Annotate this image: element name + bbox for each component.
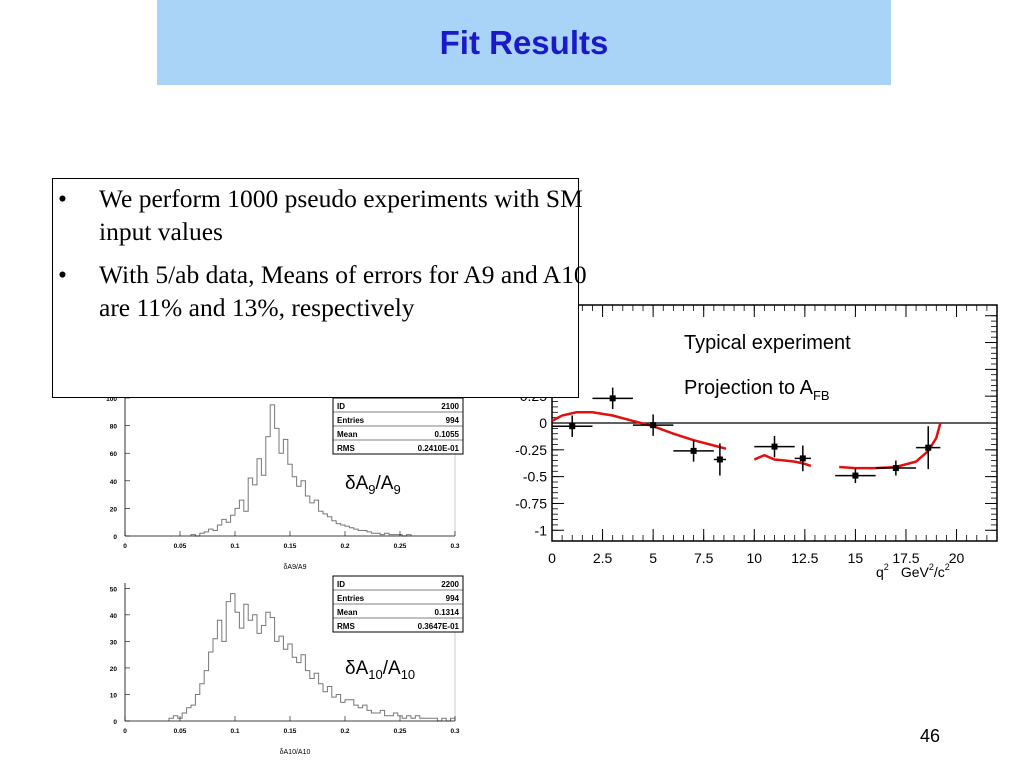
histogram-x-tick-label: 0.2: [340, 728, 349, 735]
histogram-y-tick-label: 0: [113, 719, 117, 726]
afb-x-tick-label: 0: [548, 550, 556, 566]
bullet-dot: •: [58, 184, 67, 213]
stats-entries-label: Entries: [337, 416, 365, 425]
afb-data-point: [673, 440, 714, 462]
histogram-y-tick-label: 20: [110, 666, 118, 673]
histogram-x-tick-label: 0.25: [394, 543, 407, 550]
stats-rms-label: RMS: [337, 622, 355, 631]
afb-plot: 10.750.50.250-0.25-0.5-0.75-102.557.5101…: [502, 304, 998, 580]
afb-label-typical: Typical experiment: [684, 332, 851, 354]
afb-data-point: [794, 445, 811, 472]
title-bar: Fit Results: [157, 0, 891, 85]
stats-rms-value: 0.2410E-01: [418, 444, 460, 453]
bullet-text: We perform 1000 pseudo experiments with …: [99, 184, 583, 246]
histogram-a9-caption: δA9/A9: [345, 473, 401, 497]
afb-data-point: [592, 387, 633, 410]
afb-y-tick-label: -0.25: [515, 442, 547, 458]
bullet-item: • With 5/ab data, Means of errors for A9 …: [52, 258, 592, 324]
afb-label-projection: Projection to AFB: [684, 377, 830, 403]
histogram-x-tick-label: 0.2: [340, 543, 349, 550]
afb-x-tick-label: 12.5: [791, 550, 818, 566]
stats-mean-label: Mean: [337, 608, 358, 617]
histogram-x-tick-label: 0.3: [450, 728, 459, 735]
stats-id-label: ID: [337, 402, 345, 411]
histogram-a10: 0 10 20 30 40 50 0 0.05 0.1 0.15 0.2 0.25 0.3 ID 220…: [110, 575, 464, 756]
bullet-box: [52, 178, 579, 398]
afb-fit-curve: [753, 453, 812, 468]
afb-data-point: [754, 435, 795, 458]
afb-x-tick-label: 20: [949, 550, 965, 566]
histogram-x-tick-label: 0.15: [284, 543, 297, 550]
histogram-y-tick-label: 20: [110, 506, 118, 513]
histogram-a9: 0 20 40 60 80 100 0 0.05 0.1 0.15 0.2 0.25 0.3 ID 21…: [106, 396, 464, 571]
histogram-x-tick-label: 0: [123, 728, 127, 735]
histogram-y-tick-label: 100: [106, 396, 117, 403]
afb-x-tick-label: 15: [848, 550, 864, 566]
afb-y-tick-label: -0.75: [515, 495, 547, 511]
stats-id-value: 2100: [441, 402, 459, 411]
afb-data-point: [713, 443, 726, 476]
stats-rms-label: RMS: [337, 444, 355, 453]
stats-entries-value: 994: [446, 416, 460, 425]
stats-box-a10: ID 2200 Entries 994 Mean 0.1314 RMS 0.36…: [332, 575, 464, 633]
afb-x-tick-label: 2.5: [593, 550, 613, 566]
histogram-x-tick-label: 0.15: [284, 728, 297, 735]
histogram-y-tick-label: 0: [113, 534, 117, 541]
histogram-a10-bars: [168, 593, 456, 722]
histogram-y-tick-label: 80: [110, 424, 118, 431]
afb-x-tick-label: 17.5: [892, 550, 919, 566]
stats-entries-label: Entries: [337, 594, 365, 603]
bullet-list: • We perform 1000 pseudo experiments with…: [52, 182, 592, 334]
afb-y-tick-label: -0.5: [523, 469, 547, 485]
afb-data-point: [632, 414, 674, 436]
stats-mean-label: Mean: [337, 430, 358, 439]
histogram-y-tick-label: 60: [110, 451, 118, 458]
afb-y-tick-label: -1: [535, 522, 548, 538]
bullet-text: With 5/ab data, Means of errors for A9 a…: [99, 260, 587, 322]
histogram-x-tick-label: 0.25: [394, 728, 407, 735]
histogram-x-tick-label: 0.05: [174, 728, 187, 735]
slide-title: Fit Results: [439, 23, 609, 61]
stats-rms-value: 0.3647E-01: [418, 622, 460, 631]
stats-id-label: ID: [337, 580, 345, 589]
bullet-dot: •: [58, 260, 67, 289]
histogram-y-tick-label: 10: [110, 692, 118, 699]
histogram-a10-caption: δA10/A10: [345, 658, 415, 682]
histogram-y-tick-label: 50: [110, 586, 118, 593]
page-number: 46: [920, 726, 941, 746]
histogram-a10-xlabel: δA10/A10: [280, 749, 311, 756]
stats-box-a9: ID 2100 Entries 994 Mean 0.1055 RMS 0.24…: [332, 397, 464, 455]
afb-x-tick-label: 5: [649, 550, 657, 566]
afb-fit-curve: [839, 422, 942, 470]
histogram-x-tick-label: 0: [123, 543, 127, 550]
afb-data-point: [552, 415, 593, 437]
histogram-a9-bars: [190, 404, 412, 537]
afb-y-tick-label: 0: [539, 415, 547, 431]
histogram-a9-xlabel: δA9/A9: [284, 564, 307, 571]
bullet-item: • We perform 1000 pseudo experiments with…: [52, 182, 592, 248]
stats-id-value: 2200: [441, 580, 459, 589]
afb-data-point: [875, 460, 917, 476]
afb-data-point: [916, 426, 941, 470]
afb-fit-curve: [551, 411, 727, 450]
afb-x-tick-label: 10: [746, 550, 762, 566]
histogram-x-tick-label: 0.3: [450, 543, 459, 550]
afb-xlabel: q2 GeV2/c2: [876, 562, 950, 580]
stats-entries-value: 994: [446, 594, 460, 603]
histogram-y-tick-label: 40: [110, 479, 118, 486]
afb-data-point: [835, 468, 876, 484]
histogram-y-tick-label: 30: [110, 639, 118, 646]
histogram-x-tick-label: 0.1: [230, 728, 239, 735]
stats-mean-value: 0.1314: [435, 608, 460, 617]
histogram-x-tick-label: 0.05: [174, 543, 187, 550]
histogram-y-tick-label: 40: [110, 613, 118, 620]
stats-mean-value: 0.1055: [435, 430, 460, 439]
histogram-x-tick-label: 0.1: [230, 543, 239, 550]
afb-x-tick-label: 7.5: [694, 550, 714, 566]
